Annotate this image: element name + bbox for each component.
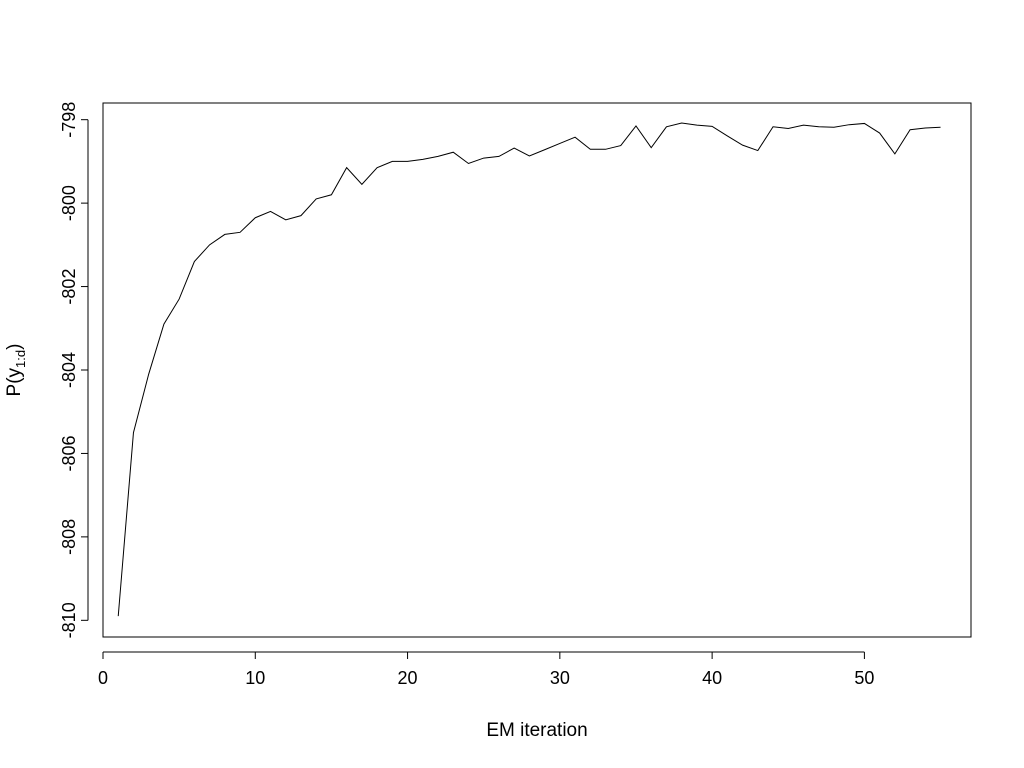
y-axis-title-close: ) xyxy=(4,344,25,350)
x-tick-label: 40 xyxy=(702,668,722,688)
x-tick-label: 10 xyxy=(245,668,265,688)
y-tick-label: -804 xyxy=(59,352,79,388)
series-line xyxy=(117,122,941,617)
x-axis-title: EM iteration xyxy=(486,720,587,741)
x-tick-label: 50 xyxy=(854,668,874,688)
y-tick-label: -806 xyxy=(59,435,79,471)
plot-frame xyxy=(102,102,972,638)
y-tick-label: -798 xyxy=(59,102,79,138)
y-axis-title: P(y1:d) xyxy=(4,344,28,397)
y-tick-label: -808 xyxy=(59,519,79,555)
y-tick-label: -800 xyxy=(59,185,79,221)
x-axis: 0 10 20 30 40 50 xyxy=(98,651,874,688)
x-tick-label: 30 xyxy=(550,668,570,688)
y-axis: -810 -808 -806 -804 -802 -800 -798 xyxy=(59,102,89,638)
x-tick-label: 20 xyxy=(398,668,418,688)
y-tick-label: -810 xyxy=(59,602,79,638)
y-axis-title-subscript: 1:d xyxy=(13,350,28,368)
y-tick-label: -802 xyxy=(59,269,79,305)
y-axis-title-main: P(y xyxy=(4,367,25,396)
x-tick-label: 0 xyxy=(98,668,108,688)
